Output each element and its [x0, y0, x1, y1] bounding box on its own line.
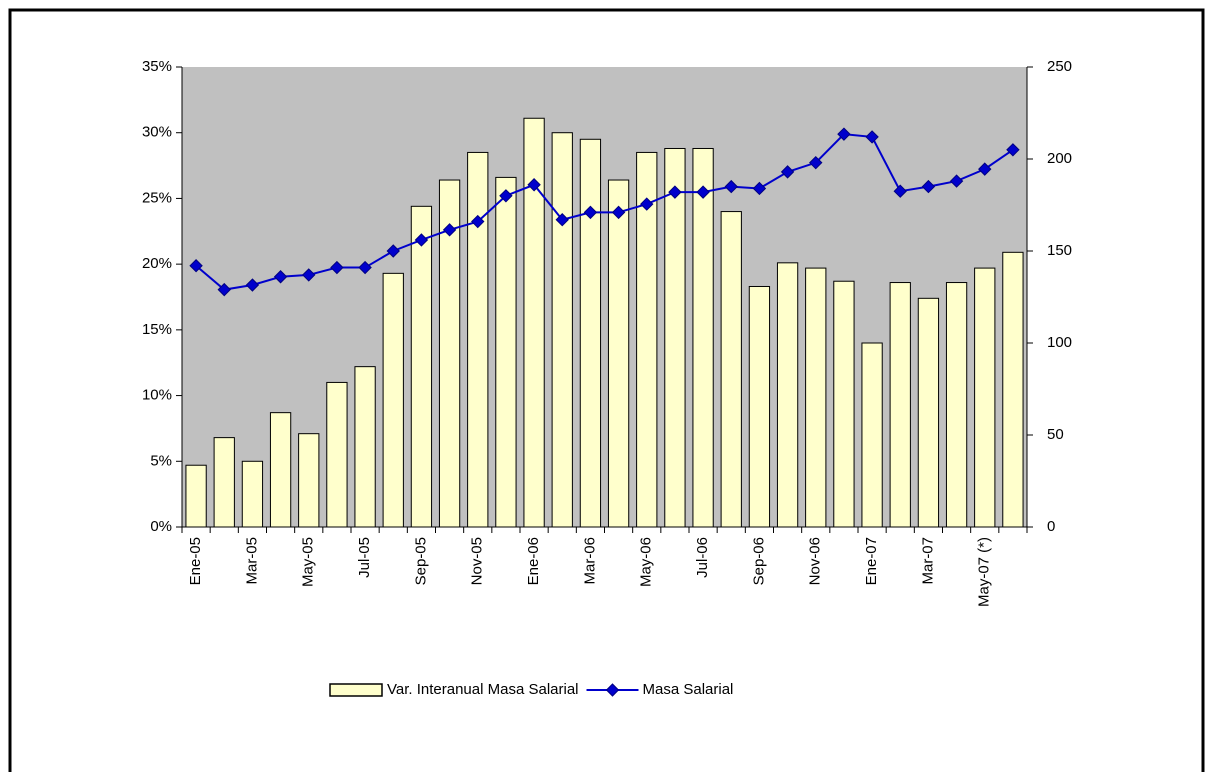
marker	[724, 179, 738, 194]
x-tick-label: Mar-05	[243, 537, 260, 585]
y-tick-label: 15%	[142, 321, 172, 338]
bar	[833, 280, 855, 528]
bar	[974, 267, 996, 528]
y2-tick-label: 150	[1047, 242, 1072, 259]
marker	[611, 205, 626, 220]
legend-label: Masa Salarial	[643, 681, 734, 698]
x-tick-label: Nov-05	[469, 537, 486, 585]
marker	[471, 214, 485, 229]
marker	[780, 165, 795, 179]
x-tick-label: Sep-06	[750, 537, 767, 585]
bar	[269, 412, 292, 528]
marker	[696, 185, 710, 199]
marker	[414, 233, 429, 247]
marker	[555, 213, 569, 227]
bar	[776, 262, 799, 528]
y-tick-label: 25%	[142, 189, 172, 206]
bar	[382, 272, 404, 528]
marker	[949, 174, 964, 188]
bar	[495, 176, 517, 528]
x-tick-label: Jul-05	[356, 537, 373, 578]
x-tick-label: Jul-06	[694, 537, 711, 578]
bar	[241, 460, 264, 528]
x-tick-label: Mar-06	[581, 537, 598, 585]
x-tick-label: May-07 (*)	[976, 537, 993, 607]
x-tick-label: Ene-05	[187, 537, 204, 585]
marker	[273, 270, 288, 284]
y-tick-label: 30%	[142, 124, 172, 141]
bar	[185, 464, 207, 528]
marker	[809, 155, 823, 170]
y2-tick-label: 0	[1047, 518, 1055, 535]
y-tick-label: 35%	[142, 58, 172, 75]
bar	[326, 381, 348, 528]
marker	[837, 127, 851, 141]
marker	[752, 181, 767, 196]
y-tick-label: 5%	[150, 452, 172, 469]
bar	[467, 151, 489, 528]
bar	[720, 211, 742, 528]
bar	[692, 147, 714, 528]
marker	[640, 197, 654, 211]
marker	[358, 260, 372, 275]
marker	[442, 223, 457, 237]
plot-area	[182, 67, 1027, 527]
y-tick-label: 10%	[142, 387, 172, 404]
x-tick-label: Ene-07	[863, 537, 880, 585]
marker	[217, 282, 231, 297]
legend-swatch	[605, 683, 620, 697]
x-tick-label: Nov-06	[807, 537, 824, 585]
bar	[551, 132, 573, 528]
x-tick-label: Mar-07	[919, 537, 936, 585]
legend-label: Var. Interanual Masa Salarial	[387, 681, 579, 698]
y2-tick-label: 100	[1047, 334, 1072, 351]
marker	[499, 189, 513, 203]
bar	[945, 282, 968, 528]
x-tick-label: Ene-06	[525, 537, 542, 585]
x-tick-label: May-05	[300, 537, 317, 587]
x-tick-label: May-06	[638, 537, 655, 587]
bar	[607, 179, 630, 528]
marker	[527, 178, 541, 192]
marker	[302, 268, 316, 282]
legend-swatch	[329, 683, 383, 697]
y2-tick-label: 50	[1047, 426, 1064, 443]
bar	[410, 205, 433, 528]
marker	[330, 260, 344, 275]
bar	[748, 285, 771, 528]
marker	[245, 278, 260, 292]
marker	[668, 185, 682, 199]
x-tick-label: Sep-05	[412, 537, 429, 585]
bar	[213, 437, 235, 528]
bar	[805, 267, 827, 528]
bar	[579, 138, 602, 528]
y-tick-label: 0%	[150, 518, 172, 535]
marker	[865, 130, 879, 144]
y2-tick-label: 200	[1047, 150, 1072, 167]
marker	[978, 162, 992, 176]
marker	[386, 244, 400, 258]
bar	[917, 297, 940, 528]
marker	[189, 259, 203, 273]
y-tick-label: 20%	[142, 255, 172, 272]
frame	[8, 8, 1205, 772]
marker	[583, 205, 598, 220]
bar	[861, 342, 883, 528]
bar	[1002, 251, 1024, 528]
bar	[354, 366, 376, 528]
marker	[1006, 143, 1020, 157]
bar	[889, 282, 911, 528]
bar	[298, 433, 320, 528]
y2-tick-label: 250	[1047, 58, 1072, 75]
marker	[893, 184, 907, 198]
bar	[664, 147, 686, 528]
marker	[921, 179, 936, 194]
